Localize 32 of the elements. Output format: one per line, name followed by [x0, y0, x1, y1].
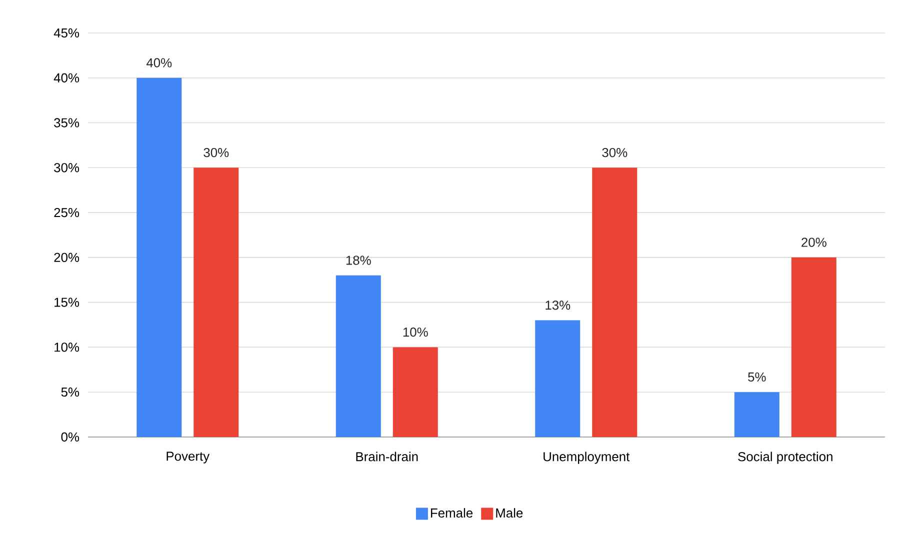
y-tick-label: 45%	[54, 28, 80, 38]
y-tick-label: 5%	[61, 388, 80, 397]
y-tick-label: 30%	[54, 163, 80, 172]
bar	[136, 78, 182, 437]
y-tick-label: 10%	[54, 342, 80, 352]
data-label: 18%	[346, 256, 371, 265]
legend-label: Female	[431, 508, 473, 518]
x-tick-label: Brain-drain	[356, 452, 418, 462]
y-tick-label: 25%	[54, 208, 80, 218]
bar	[535, 320, 580, 437]
legend-label: Male	[496, 508, 523, 518]
data-label: 30%	[204, 148, 229, 158]
data-label: 20%	[802, 238, 826, 247]
data-label: 30%	[602, 148, 628, 158]
x-tick-label: Poverty	[166, 452, 210, 464]
bar	[592, 168, 638, 437]
data-label: 13%	[546, 300, 570, 310]
y-tick-label: 0%	[61, 432, 80, 442]
x-tick-label: Unemployment	[544, 452, 630, 464]
data-label: 40%	[146, 58, 172, 68]
y-tick-label: 35%	[54, 118, 80, 128]
y-tick-label: 15%	[54, 298, 80, 307]
bar	[791, 257, 836, 437]
data-label: 10%	[403, 328, 428, 337]
bar	[194, 168, 239, 437]
data-label: 5%	[748, 372, 766, 382]
bar	[336, 275, 381, 437]
bar	[392, 347, 438, 437]
y-tick-label: 20%	[54, 252, 80, 262]
y-tick-label: 40%	[54, 73, 80, 82]
bar	[734, 392, 780, 437]
x-tick-label: Social protection	[738, 452, 832, 464]
